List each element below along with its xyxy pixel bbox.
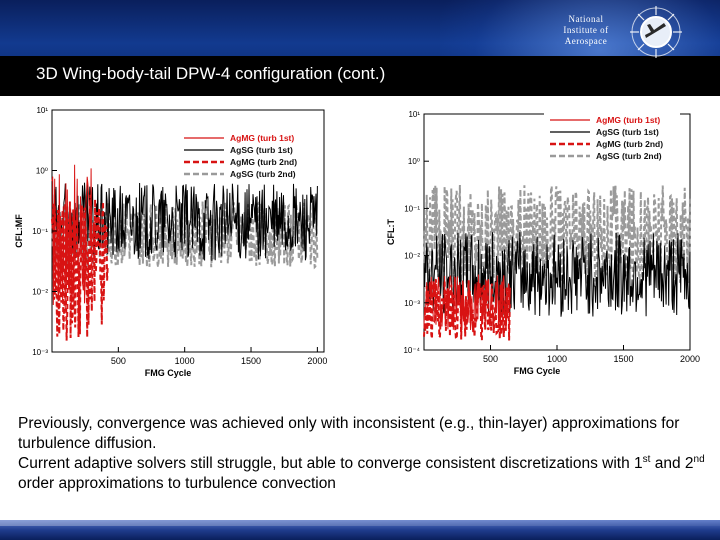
slide-footer bbox=[0, 520, 720, 540]
y-tick-label: 10⁰ bbox=[408, 157, 420, 166]
paragraph-2-part-2: and 2 bbox=[650, 455, 694, 472]
x-tick-label: 1500 bbox=[613, 354, 633, 364]
cfl-t-plot: 500 1000 1500 2000 10⁻⁴ 10⁻³ 10⁻² 10⁻¹ 10⁰ 10¹ FMG… bbox=[386, 110, 700, 376]
series-group bbox=[51, 164, 319, 341]
y-tick-label: 10⁻³ bbox=[32, 348, 48, 357]
nia-logo-text: National Institute of Aerospace bbox=[556, 14, 616, 47]
series-group bbox=[423, 184, 691, 342]
title-band bbox=[0, 56, 720, 96]
slide-body: Previously, convergence was achieved onl… bbox=[18, 414, 708, 494]
logo-line-1: National bbox=[568, 14, 604, 24]
legend bbox=[544, 112, 680, 164]
y-tick-label: 10⁻¹ bbox=[404, 204, 420, 213]
nia-logo-icon bbox=[630, 6, 682, 58]
legend-label-3: AgMG (turb 2nd) bbox=[596, 139, 663, 149]
legend-label-1: AgMG (turb 1st) bbox=[230, 133, 294, 143]
legend-label-1: AgMG (turb 1st) bbox=[596, 115, 660, 125]
x-tick-label: 2000 bbox=[680, 354, 700, 364]
cfl-t-chart: 500 1000 1500 2000 10⁻⁴ 10⁻³ 10⁻² 10⁻¹ 10⁰ 10¹ FMG… bbox=[376, 98, 710, 378]
paragraph-2-part-3: order approximations to turbulence conve… bbox=[18, 475, 336, 492]
y-tick-label: 10⁻⁴ bbox=[403, 346, 420, 355]
logo-line-2: Institute of bbox=[563, 25, 609, 35]
y-tick-label: 10⁻³ bbox=[404, 299, 420, 308]
y-tick-label: 10¹ bbox=[408, 110, 420, 119]
cfl-mf-chart: 500 1000 1500 2000 10⁻³ 10⁻² 10⁻¹ 10⁰ 10¹ FMG Cyc… bbox=[4, 104, 372, 382]
x-axis-label: FMG Cycle bbox=[514, 366, 561, 376]
paragraph-1: Previously, convergence was achieved onl… bbox=[18, 415, 680, 452]
legend-label-2: AgSG (turb 1st) bbox=[596, 127, 659, 137]
series-line-1 bbox=[51, 164, 93, 312]
x-tick-label: 1500 bbox=[241, 356, 261, 366]
legend-label-3: AgMG (turb 2nd) bbox=[230, 157, 297, 167]
y-axis-label: CFL:T bbox=[386, 219, 396, 245]
x-tick-label: 1000 bbox=[547, 354, 567, 364]
y-tick-label: 10⁰ bbox=[36, 167, 48, 176]
x-tick-label: 2000 bbox=[307, 356, 327, 366]
superscript-nd: nd bbox=[693, 453, 705, 465]
x-tick-label: 500 bbox=[483, 354, 498, 364]
legend-label-4: AgSG (turb 2nd) bbox=[230, 169, 296, 179]
paragraph-2-part-1: Current adaptive solvers still struggle,… bbox=[18, 455, 643, 472]
y-tick-label: 10¹ bbox=[36, 106, 48, 115]
slide-title: 3D Wing-body-tail DPW-4 configuration (c… bbox=[36, 64, 386, 83]
y-axis-label: CFL:MF bbox=[14, 214, 24, 248]
x-axis-label: FMG Cycle bbox=[145, 368, 192, 378]
y-tick-label: 10⁻² bbox=[404, 252, 420, 261]
series-line-3 bbox=[51, 194, 109, 341]
series-line-1 bbox=[423, 274, 511, 332]
y-tick-label: 10⁻¹ bbox=[32, 227, 48, 236]
legend-label-2: AgSG (turb 1st) bbox=[230, 145, 293, 155]
y-tick-label: 10⁻² bbox=[32, 288, 48, 297]
legend bbox=[178, 130, 314, 182]
cfl-mf-plot: 500 1000 1500 2000 10⁻³ 10⁻² 10⁻¹ 10⁰ 10¹ FMG Cyc… bbox=[14, 106, 327, 378]
x-tick-label: 500 bbox=[111, 356, 126, 366]
legend-label-4: AgSG (turb 2nd) bbox=[596, 151, 662, 161]
logo-line-3: Aerospace bbox=[564, 36, 608, 46]
paragraph-2: Current adaptive solvers still struggle,… bbox=[18, 454, 708, 494]
superscript-st: st bbox=[642, 453, 651, 465]
x-tick-label: 1000 bbox=[175, 356, 195, 366]
